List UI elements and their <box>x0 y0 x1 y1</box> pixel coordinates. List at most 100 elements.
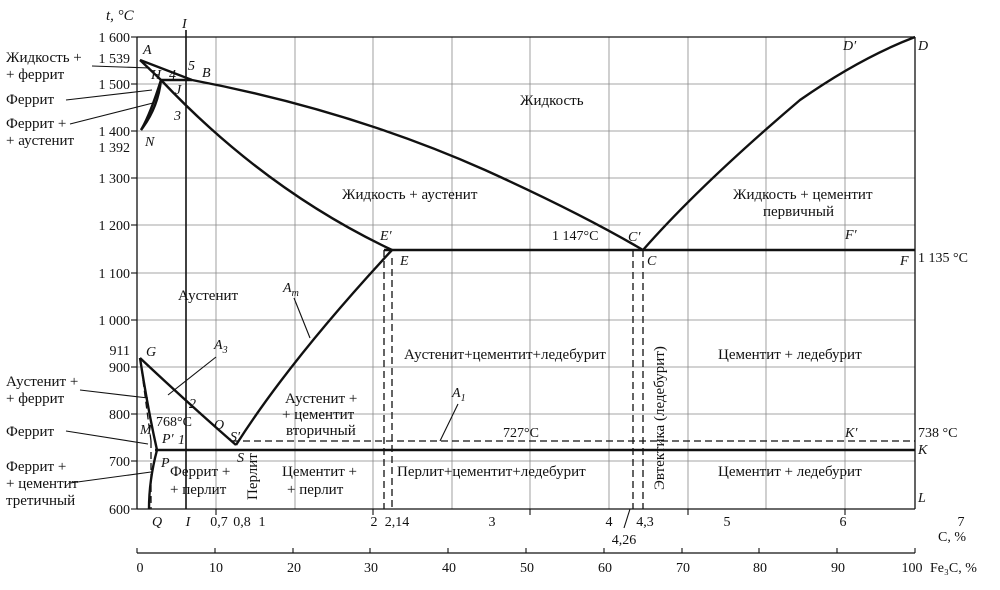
x-tick-label: 3 <box>489 515 496 530</box>
x-extra-label-q: Q <box>152 515 162 530</box>
x-tick-label: 7 <box>958 515 965 530</box>
side-liq-ferr-2: + феррит <box>6 67 65 83</box>
region-aust-cem2-2: + цементит <box>282 407 355 423</box>
region-austenite: Аустенит <box>178 288 239 304</box>
region-eutectic: Эвтектика (ледебурит) <box>652 346 668 490</box>
side-labels: Жидкость + + феррит Феррит Феррит + + ау… <box>6 50 154 509</box>
x-tick-label: 2,14 <box>385 515 410 530</box>
acm-se <box>234 249 393 446</box>
point-m: M <box>139 423 153 438</box>
region-cem-perl-2: + перлит <box>287 482 344 498</box>
liquidus-cd <box>642 35 916 251</box>
y-tick-label: 800 <box>109 408 130 423</box>
line-label-am: Am <box>282 281 299 299</box>
cementite-tick-label: 10 <box>209 561 223 576</box>
x-tick-label: 6 <box>840 515 847 530</box>
critical-line-labels: Am A3 A1 <box>167 281 466 442</box>
horizontal-grid <box>137 83 915 462</box>
point-labels: A B C C′ D D′ E E′ F F′ G H J K K′ L N O… <box>139 17 928 506</box>
region-ferr-perl-2: + перлит <box>170 482 227 498</box>
x-tick-label: 2 <box>371 515 378 530</box>
point-f: F <box>899 254 909 269</box>
point-o: O <box>214 418 224 433</box>
leader-a1 <box>439 403 459 442</box>
leader-liq-ferr <box>91 65 151 69</box>
cementite-tick-labels: 0 10 20 30 40 50 60 70 80 90 100 <box>137 561 923 576</box>
point-3: 3 <box>173 109 181 124</box>
point-2: 2 <box>189 397 196 412</box>
leader-ferrite-low <box>65 430 149 445</box>
point-h: H <box>150 68 162 83</box>
region-ferr-perl-1: Феррит + <box>170 464 230 480</box>
y-axis-title: t, °C <box>106 8 135 24</box>
leader-ferr-cem3 <box>69 471 152 484</box>
point-p: P <box>160 456 170 471</box>
side-aust-ferr-2: + феррит <box>6 391 65 407</box>
point-4: 4 <box>169 68 176 83</box>
region-aust-cem2-3: вторичный <box>286 423 356 439</box>
region-cem-led-lower: Цементит + ледебурит <box>718 464 862 480</box>
side-ferrite-top: Феррит <box>6 92 55 108</box>
cementite-tick-label: 40 <box>442 561 456 576</box>
x-tick-label: 4 <box>606 515 613 530</box>
point-k-prime: K′ <box>844 426 858 441</box>
y-tick-label: 1 500 <box>99 78 131 93</box>
y-tick-label: 1 100 <box>99 267 131 282</box>
y-extra-label-1392: 1 392 <box>99 141 131 156</box>
leader-am <box>293 297 311 339</box>
point-s: S <box>237 451 244 466</box>
region-liquid-cementite: Жидкость + цементит <box>733 187 873 203</box>
cementite-tick-label: 70 <box>676 561 690 576</box>
y-extra-label-911: 911 <box>110 344 130 359</box>
x-tick-label: 4,3 <box>636 515 654 530</box>
point-d: D <box>917 39 928 54</box>
line-label-a1: A1 <box>451 386 466 404</box>
liquidus-abc <box>139 58 644 252</box>
line-pq <box>147 449 159 510</box>
solidus-ah <box>139 59 162 81</box>
region-labels: Жидкость Жидкость + аустенит Жидкость + … <box>170 93 873 500</box>
side-ferr-cem3-3: третичный <box>6 493 75 509</box>
alloy-label-i: I <box>181 17 188 32</box>
y-tick-label: 1 300 <box>99 172 131 187</box>
region-cem-led-upper: Цементит + ледебурит <box>718 347 862 363</box>
side-liq-ferr-1: Жидкость + <box>6 50 82 66</box>
a3-gs <box>139 357 237 446</box>
point-l: L <box>917 491 926 506</box>
x-tick <box>623 508 631 529</box>
region-perl-cem-led: Перлит+цементит+ледебурит <box>397 464 586 480</box>
cementite-tick-label: 100 <box>902 561 923 576</box>
line-gp <box>138 357 159 451</box>
y-ticks <box>131 36 137 510</box>
region-liquid: Жидкость <box>520 93 584 109</box>
y-tick-label: 1 200 <box>99 219 131 234</box>
point-j: J <box>175 83 182 98</box>
point-s-prime: S′ <box>230 430 241 445</box>
y-tick-labels: 1 600 1 500 1 400 1 300 1 200 1 100 1 00… <box>99 31 131 518</box>
side-aust-ferr-1: Аустенит + <box>6 374 78 390</box>
point-f-prime: F′ <box>844 228 858 243</box>
temp-768: 768°C <box>156 415 192 430</box>
region-aust-cem2-1: Аустенит + <box>285 391 357 407</box>
leader-ferrite-top <box>65 89 153 101</box>
point-g: G <box>146 345 156 360</box>
point-d-prime: D′ <box>842 39 857 54</box>
cementite-tick-label: 50 <box>520 561 534 576</box>
y-tick-label: 1 400 <box>99 125 131 140</box>
x-tick-label: 5 <box>724 515 731 530</box>
region-aust-cem-led: Аустенит+цементит+ледебурит <box>404 347 606 363</box>
point-5: 5 <box>188 59 195 74</box>
cementite-tick-label: 0 <box>137 561 144 576</box>
solidus-je <box>160 79 393 252</box>
y-tick-label: 900 <box>109 361 130 376</box>
point-e-prime: E′ <box>379 229 393 244</box>
line-jn <box>140 79 163 131</box>
x-tick-label: 1 <box>259 515 266 530</box>
cementite-tick-label: 60 <box>598 561 612 576</box>
leader-a3 <box>167 356 217 396</box>
x-extra-label-426: 4,26 <box>612 533 637 548</box>
region-cem-perl-1: Цементит + <box>282 464 357 480</box>
region-liquid-austenite: Жидкость + аустенит <box>342 187 478 203</box>
x-tick-labels: 1 2 2,14 3 4 4,3 5 6 7 0,7 0,8 Q I 4,26 <box>152 515 965 548</box>
